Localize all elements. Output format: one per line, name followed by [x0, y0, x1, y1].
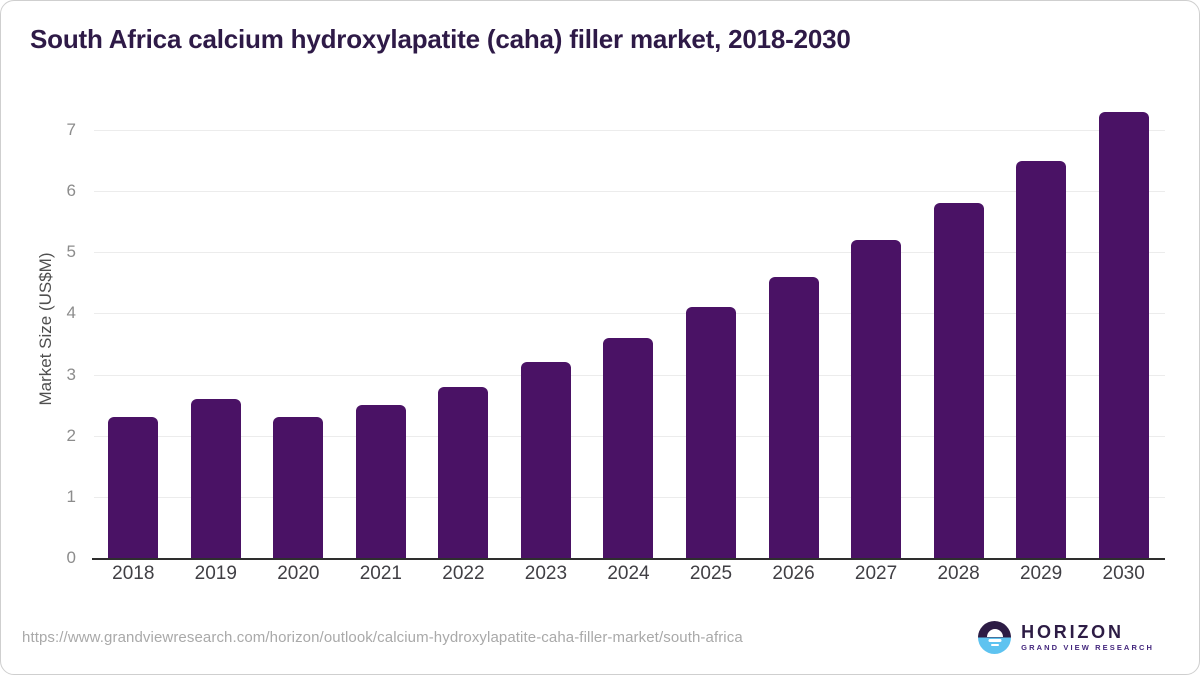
bar-slot-2018: [92, 100, 175, 558]
y-tick-label-0: 0: [66, 548, 76, 567]
horizon-sun-over-water-icon: [978, 620, 1012, 654]
bar-2028: [933, 203, 984, 558]
bar-slot-2030: [1082, 100, 1165, 558]
x-tick-label-2028: 2028: [937, 563, 980, 584]
y-tick-label-5: 5: [66, 242, 76, 262]
logo-sun-dome-shape: [986, 629, 1003, 637]
x-tick-label-2023: 2023: [524, 563, 568, 584]
footer: https://www.grandviewresearch.com/horizo…: [0, 612, 1200, 662]
bar-series: [92, 100, 1165, 558]
y-tick-label-1: 1: [66, 486, 76, 506]
gridline-y-4: [94, 313, 1165, 315]
chart-title: South Africa calcium hydroxylapatite (ca…: [30, 24, 851, 54]
y-tick-label-4: 4: [66, 303, 76, 323]
bar-2023: [520, 362, 571, 558]
x-tick-label-2026: 2026: [772, 563, 815, 584]
plot-area: 0 1 2 3 4 5 6 7: [67, 100, 1165, 566]
source-url-text: https://www.grandviewresearch.com/horizo…: [22, 628, 743, 646]
bar-2029: [1016, 161, 1067, 558]
bar-slot-2022: [422, 100, 505, 558]
x-tick-label-2018: 2018: [112, 563, 155, 584]
bar-2025: [685, 307, 736, 558]
x-tick-label-2027: 2027: [854, 563, 898, 584]
logo-tagline-text: GRAND VIEW RESEARCH: [1021, 642, 1154, 652]
gridline-y-7: [94, 130, 1165, 132]
bar-2020: [273, 417, 324, 558]
x-tick-label-2022: 2022: [442, 563, 485, 584]
bar-slot-2026: [752, 100, 835, 558]
y-tick-label-2: 2: [66, 425, 76, 445]
x-tick-label-2029: 2029: [1019, 563, 1063, 584]
bar-slot-2021: [340, 100, 423, 558]
horizon-logo: HORIZON GRAND VIEW RESEARCH: [978, 620, 1154, 654]
horizon-logo-text: HORIZON GRAND VIEW RESEARCH: [1021, 623, 1154, 652]
bar-slot-2027: [835, 100, 918, 558]
bar-slot-2029: [1000, 100, 1083, 558]
y-tick-label-6: 6: [66, 181, 76, 201]
bar-slot-2020: [257, 100, 340, 558]
bar-slot-2025: [670, 100, 753, 558]
bar-2022: [438, 387, 489, 558]
x-tick-label-2021: 2021: [359, 563, 402, 584]
gridline-y-6: [94, 191, 1165, 193]
gridline-y-5: [94, 252, 1165, 254]
bar-2026: [768, 277, 819, 558]
y-tick-label-3: 3: [66, 364, 76, 384]
bar-slot-2024: [587, 100, 670, 558]
x-tick-label-2025: 2025: [689, 563, 733, 584]
x-tick-label-2019: 2019: [194, 563, 237, 584]
logo-brand-text: HORIZON: [1021, 621, 1124, 642]
bar-2027: [851, 240, 902, 558]
bar-slot-2028: [917, 100, 1000, 558]
bar-2021: [355, 405, 406, 558]
logo-reflection-line-1: [988, 639, 1002, 642]
bar-2024: [603, 338, 654, 558]
bar-2018: [108, 417, 159, 558]
x-tick-label-2024: 2024: [607, 563, 650, 584]
y-tick-label-7: 7: [66, 120, 76, 140]
bar-2030: [1098, 112, 1149, 558]
bar-slot-2019: [175, 100, 258, 558]
x-tick-label-2020: 2020: [277, 563, 320, 584]
bar-2019: [190, 399, 241, 558]
bar-slot-2023: [505, 100, 588, 558]
x-tick-label-2030: 2030: [1102, 563, 1145, 584]
x-axis-tick-labels: 2018 2019 2020 2021 2022 2023 2024 2025 2026 2027…: [92, 563, 1165, 585]
logo-reflection-line-2: [990, 643, 999, 646]
